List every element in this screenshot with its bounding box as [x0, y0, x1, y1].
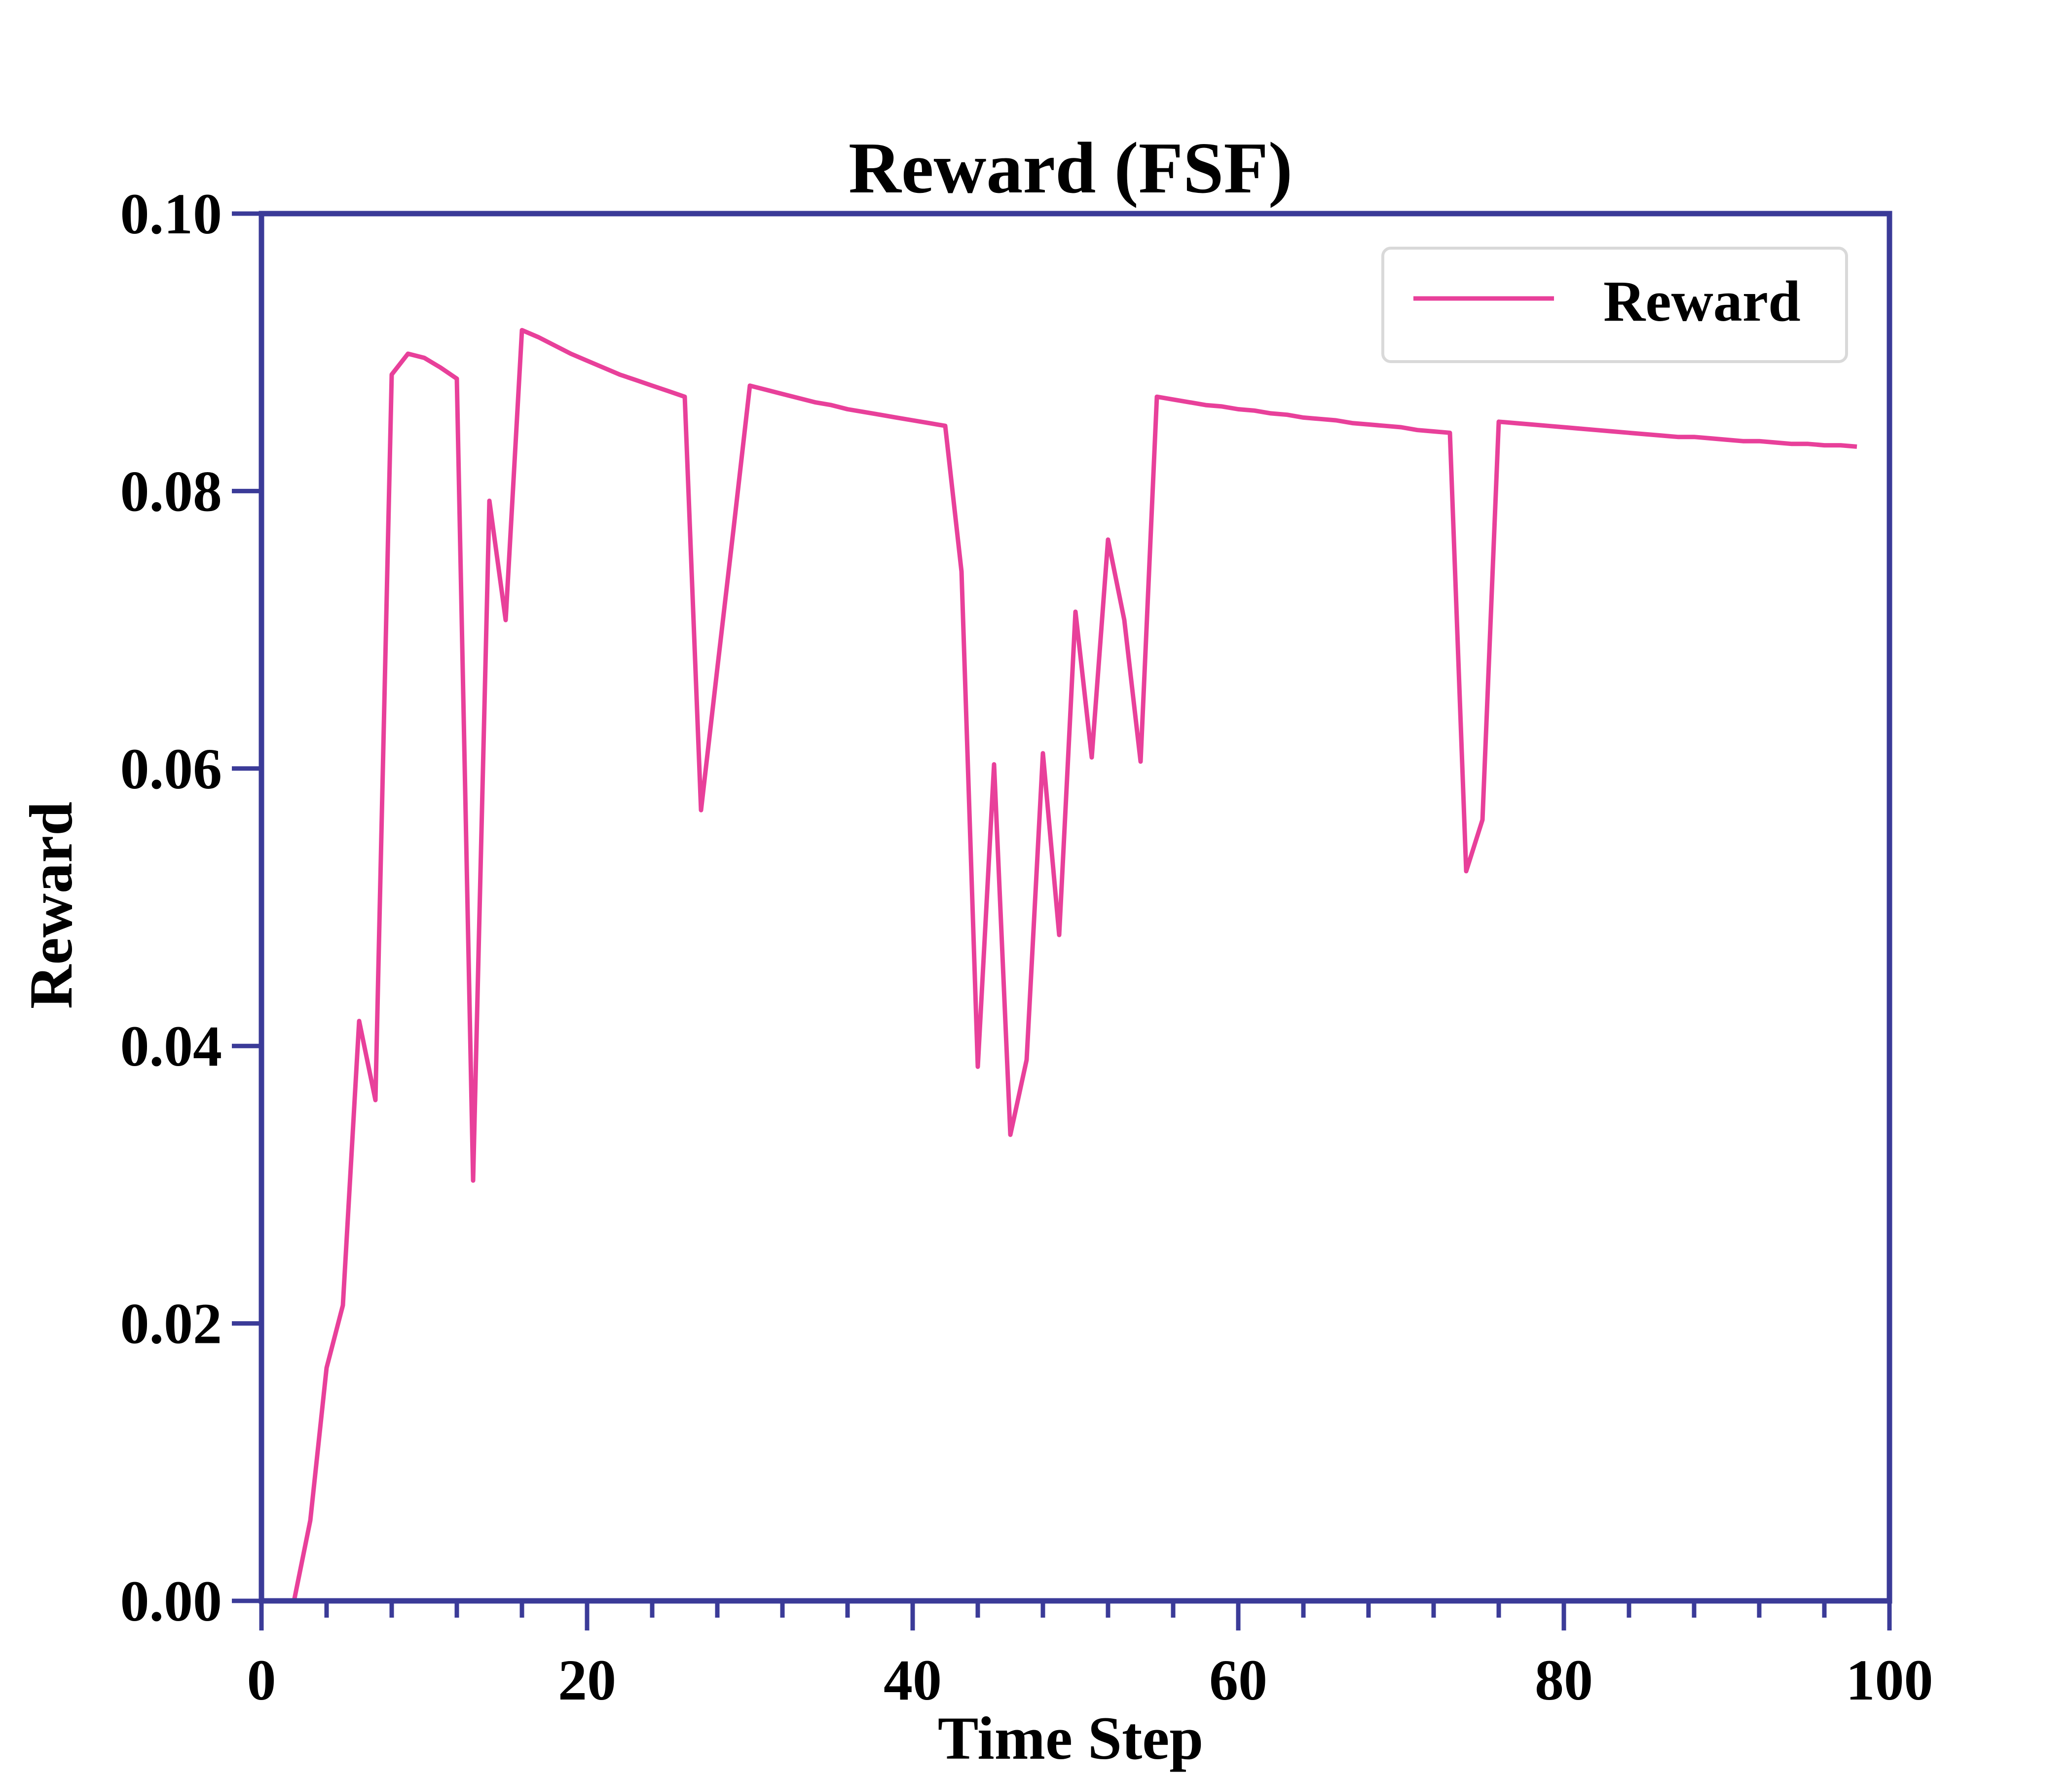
legend-label-reward: Reward [1603, 269, 1801, 333]
x-tick-label: 0 [247, 1648, 276, 1712]
legend-box [1381, 247, 1848, 363]
series-line-reward [292, 328, 1857, 1601]
legend: Reward [1381, 247, 1848, 363]
x-axis-label: Time Step [938, 1704, 1204, 1772]
x-tick-label: 100 [1846, 1648, 1933, 1712]
x-tick-label: 20 [558, 1648, 616, 1712]
y-tick-label: 0.04 [120, 1014, 222, 1078]
axes-frame [259, 211, 1892, 1604]
plot-area [292, 328, 1857, 1601]
y-tick-label: 0.02 [120, 1292, 222, 1356]
y-tick-label: 0.10 [120, 182, 222, 246]
y-tick-label: 0.00 [120, 1569, 222, 1633]
y-tick-label: 0.06 [120, 737, 222, 801]
x-tick-label: 80 [1535, 1648, 1593, 1712]
x-tick-label: 40 [884, 1648, 942, 1712]
chart-title: Reward (FSF) [849, 128, 1293, 209]
y-tick-label: 0.08 [120, 459, 222, 523]
axis-ticks: 0 20 40 60 80 100 0.00 0.02 0.04 0.06 0.08 0.10 [120, 182, 1933, 1712]
axes-border [259, 211, 1892, 1604]
x-tick-label: 60 [1209, 1648, 1267, 1712]
y-axis-label: Reward [17, 802, 85, 1009]
